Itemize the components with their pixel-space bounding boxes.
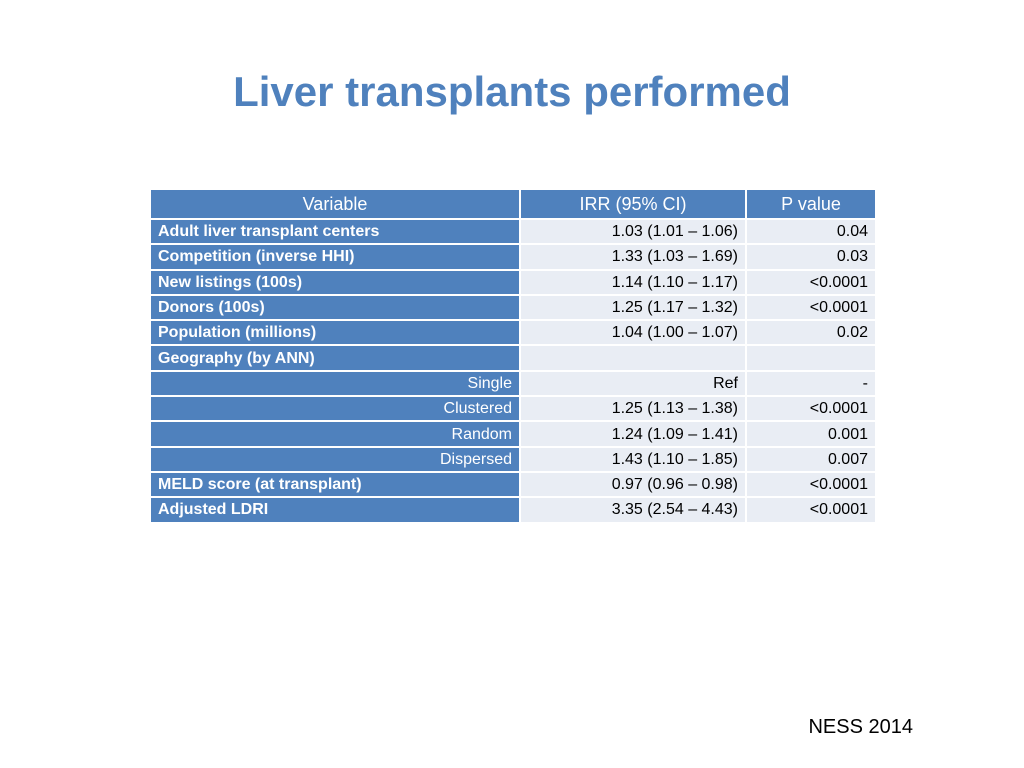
cell-variable: Clustered: [149, 395, 521, 423]
cell-variable: Single: [149, 369, 521, 398]
cell-variable: New listings (100s): [149, 268, 521, 296]
table-row: Donors (100s) 1.25 (1.17 – 1.32) <0.0001: [149, 293, 877, 322]
cell-irr: Ref: [519, 369, 747, 398]
cell-p-value: <0.0001: [745, 293, 877, 322]
results-table: Variable IRR (95% CI) P value Adult live…: [149, 188, 877, 524]
cell-variable: Adult liver transplant centers: [149, 217, 521, 246]
cell-irr: [519, 344, 747, 372]
table-row: Adjusted LDRI 3.35 (2.54 – 4.43) <0.0001: [149, 496, 877, 524]
table-row: MELD score (at transplant) 0.97 (0.96 – 0…: [149, 470, 877, 499]
table-row: Single Ref -: [149, 369, 877, 398]
cell-p-value: [745, 344, 877, 372]
table-row: Dispersed 1.43 (1.10 – 1.85) 0.007: [149, 445, 877, 473]
cell-irr: 0.97 (0.96 – 0.98): [519, 470, 747, 499]
cell-p-value: 0.007: [745, 445, 877, 473]
cell-variable: Competition (inverse HHI): [149, 243, 521, 271]
cell-p-value: 0.02: [745, 319, 877, 347]
cell-p-value: 0.04: [745, 217, 877, 246]
cell-variable: Random: [149, 420, 521, 448]
table-row: Population (millions) 1.04 (1.00 – 1.07) 0…: [149, 319, 877, 347]
footer-label: NESS 2014: [808, 716, 913, 738]
cell-variable: Geography (by ANN): [149, 344, 521, 372]
cell-irr: 3.35 (2.54 – 4.43): [519, 496, 747, 524]
table-row: Adult liver transplant centers 1.03 (1.01…: [149, 217, 877, 246]
cell-p-value: <0.0001: [745, 496, 877, 524]
slide-title: Liver transplants performed: [233, 68, 791, 115]
cell-p-value: 0.03: [745, 243, 877, 271]
table-row: Random 1.24 (1.09 – 1.41) 0.001: [149, 420, 877, 448]
cell-p-value: -: [745, 369, 877, 398]
cell-variable: Population (millions): [149, 319, 521, 347]
cell-irr: 1.33 (1.03 – 1.69): [519, 243, 747, 271]
cell-variable: Dispersed: [149, 445, 521, 473]
column-header-variable: Variable: [149, 188, 521, 220]
cell-variable: Donors (100s): [149, 293, 521, 322]
cell-irr: 1.04 (1.00 – 1.07): [519, 319, 747, 347]
table-row: Geography (by ANN): [149, 344, 877, 372]
table-row: Competition (inverse HHI) 1.33 (1.03 – 1.…: [149, 243, 877, 271]
cell-p-value: <0.0001: [745, 395, 877, 423]
cell-irr: 1.14 (1.10 – 1.17): [519, 268, 747, 296]
table-header-row: Variable IRR (95% CI) P value: [149, 188, 877, 220]
column-header-irr: IRR (95% CI): [519, 188, 747, 220]
cell-p-value: <0.0001: [745, 268, 877, 296]
cell-p-value: <0.0001: [745, 470, 877, 499]
table-row: Clustered 1.25 (1.13 – 1.38) <0.0001: [149, 395, 877, 423]
cell-irr: 1.25 (1.13 – 1.38): [519, 395, 747, 423]
cell-irr: 1.43 (1.10 – 1.85): [519, 445, 747, 473]
column-header-p-value: P value: [745, 188, 877, 220]
cell-irr: 1.03 (1.01 – 1.06): [519, 217, 747, 246]
table-row: New listings (100s) 1.14 (1.10 – 1.17) <0.…: [149, 268, 877, 296]
cell-p-value: 0.001: [745, 420, 877, 448]
cell-irr: 1.24 (1.09 – 1.41): [519, 420, 747, 448]
cell-variable: MELD score (at transplant): [149, 470, 521, 499]
cell-irr: 1.25 (1.17 – 1.32): [519, 293, 747, 322]
cell-variable: Adjusted LDRI: [149, 496, 521, 524]
